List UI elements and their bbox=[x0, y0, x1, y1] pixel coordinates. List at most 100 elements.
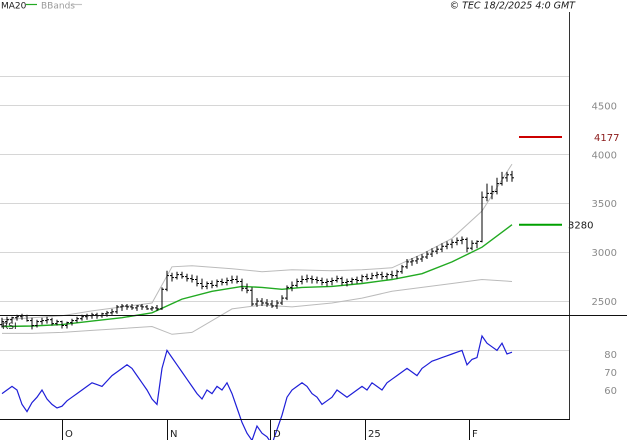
ohlc-bar bbox=[300, 275, 304, 285]
ohlc-bar bbox=[425, 251, 429, 259]
ohlc-bar bbox=[5, 316, 9, 324]
price-tick-label: 4500 bbox=[592, 101, 617, 112]
ohlc-bar bbox=[65, 321, 69, 329]
ohlc-bar bbox=[430, 248, 434, 257]
ohlc-bar bbox=[270, 300, 274, 308]
ohlc-bar bbox=[115, 305, 119, 314]
ohlc-bar bbox=[305, 274, 309, 283]
price-levels: 4177 3280 bbox=[519, 133, 619, 232]
ohlc-bar bbox=[280, 295, 284, 305]
ohlc-bar bbox=[250, 287, 254, 306]
ohlc-bar bbox=[160, 287, 164, 310]
ohlc-bar bbox=[365, 273, 369, 281]
ohlc-bar bbox=[495, 177, 499, 195]
ohlc-bar bbox=[505, 171, 509, 182]
ohlc-bar bbox=[255, 298, 259, 307]
price-tick-label: 2500 bbox=[592, 297, 617, 308]
ohlc-bar bbox=[145, 305, 149, 310]
rsi-panel: RSI 60 70 80 bbox=[1, 322, 617, 440]
ohlc-bar bbox=[380, 271, 384, 280]
ohlc-bar bbox=[340, 276, 344, 286]
ohlc-bar bbox=[310, 275, 314, 284]
ohlc-bar bbox=[480, 191, 484, 243]
ohlc-bar bbox=[370, 272, 374, 280]
ohlc-bar bbox=[360, 274, 364, 283]
ohlc-bar bbox=[175, 271, 179, 280]
ohlc-bar bbox=[205, 281, 209, 290]
ohlc-bar bbox=[0, 317, 4, 328]
ohlc-bar bbox=[330, 277, 334, 286]
ohlc-bar bbox=[40, 317, 44, 325]
source-timestamp: © TEC 18/2/2025 4:0 GMT bbox=[450, 1, 577, 12]
resistance-label: 4177 bbox=[594, 133, 619, 144]
ohlc-bar bbox=[50, 317, 54, 326]
ohlc-bar bbox=[140, 304, 144, 310]
ohlc-bar bbox=[245, 283, 249, 294]
ohlc-bar bbox=[110, 308, 114, 315]
ohlc-bar bbox=[125, 304, 129, 310]
ohlc-bar bbox=[385, 272, 389, 280]
legend-bbands-label: BBands bbox=[41, 2, 75, 12]
ohlc-bar bbox=[200, 278, 204, 290]
ohlc-bar bbox=[445, 241, 449, 250]
ma20-line bbox=[1, 224, 513, 328]
x-tick-label: O bbox=[65, 429, 73, 440]
ohlc-bar bbox=[55, 319, 59, 326]
ohlc-bar bbox=[325, 278, 329, 287]
ohlc-bar bbox=[465, 237, 469, 253]
ohlc-bar bbox=[440, 243, 444, 253]
ohlc-bar bbox=[490, 185, 494, 200]
ohlc-bar bbox=[415, 256, 419, 264]
ohlc-bar bbox=[475, 240, 479, 249]
ohlc-bar bbox=[35, 319, 39, 328]
ohlc-bar bbox=[290, 281, 294, 292]
ohlc-bar bbox=[150, 306, 154, 311]
price-axis: 2500 3000 3500 4000 4500 bbox=[592, 101, 617, 308]
ohlc-bar bbox=[410, 258, 414, 266]
ohlc-bar bbox=[375, 271, 379, 279]
ohlc-bar bbox=[315, 276, 319, 284]
ohlc-bar bbox=[180, 271, 184, 279]
ohlc-bar bbox=[60, 320, 64, 329]
ohlc-bar bbox=[210, 280, 214, 289]
ohlc-bar bbox=[320, 277, 324, 286]
x-tick-label: F bbox=[472, 429, 478, 440]
x-tick-label: N bbox=[170, 429, 177, 440]
rsi-tick-label: 80 bbox=[604, 350, 617, 361]
ohlc-bar bbox=[215, 279, 219, 288]
ohlc-bar bbox=[285, 285, 289, 301]
ohlc-bar bbox=[45, 316, 49, 324]
ohlc-bar bbox=[470, 240, 474, 251]
price-tick-label: 4000 bbox=[592, 150, 617, 161]
ohlc-bar bbox=[165, 270, 169, 292]
x-tick-label: D bbox=[273, 429, 281, 440]
ohlc-bar bbox=[390, 270, 394, 279]
rsi-tick-label: 60 bbox=[604, 386, 617, 397]
rsi-tick-label: 70 bbox=[604, 368, 617, 379]
rsi-path bbox=[1, 334, 513, 440]
ohlc-bar bbox=[195, 275, 199, 287]
ohlc-bar bbox=[355, 276, 359, 284]
ohlc-bar bbox=[155, 305, 159, 311]
price-panel: 2500 3000 3500 4000 4500 4177 3280 bbox=[0, 76, 619, 351]
time-axis: O N D 25 F bbox=[62, 420, 478, 440]
price-tick-label: 3500 bbox=[592, 199, 617, 210]
price-tick-label: 3000 bbox=[592, 248, 617, 259]
ohlc-bar bbox=[395, 269, 399, 279]
ohlc-bar bbox=[485, 183, 489, 202]
ohlc-bar bbox=[500, 171, 504, 186]
ohlc-bar bbox=[460, 236, 464, 245]
ohlc-bar bbox=[190, 274, 194, 283]
ohlc-bar bbox=[70, 318, 74, 326]
ohlc-bar bbox=[335, 275, 339, 283]
ohlc-bar bbox=[220, 278, 224, 286]
ohlc-bar bbox=[350, 277, 354, 285]
ohlc-bar bbox=[75, 316, 79, 323]
ohlc-bar bbox=[295, 278, 299, 288]
legend-ma20-label: MA20 bbox=[1, 2, 27, 12]
ohlc-bar bbox=[265, 299, 269, 307]
ohlc-bar bbox=[185, 273, 189, 282]
ohlc-bar bbox=[240, 278, 244, 292]
